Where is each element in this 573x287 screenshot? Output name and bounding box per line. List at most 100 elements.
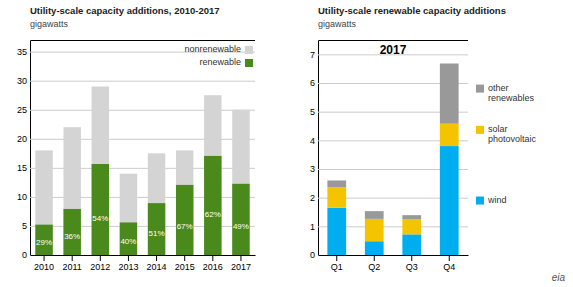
plot-area — [327, 64, 458, 255]
bar — [120, 222, 137, 255]
x-tick-mark — [100, 255, 101, 261]
y-tick-label: 0 — [310, 250, 315, 260]
bar — [120, 174, 137, 255]
bar-segment — [440, 146, 459, 255]
x-tick: 2015 — [175, 255, 195, 272]
x-tick-mark — [212, 255, 213, 261]
y-tick-label: 20 — [17, 134, 27, 144]
x-tick-label: Q2 — [368, 262, 380, 272]
y-axis: 01234567 — [310, 41, 468, 261]
grid-line — [30, 81, 255, 82]
x-tick-mark — [374, 255, 375, 261]
legend-swatch — [476, 197, 484, 205]
x-tick: 2014 — [147, 255, 167, 272]
subtitle: gigawatts — [30, 19, 69, 29]
bar — [92, 86, 109, 255]
subtitle: gigawatts — [318, 19, 357, 29]
x-tick-mark — [128, 255, 129, 261]
y-tick-label: 6 — [310, 78, 315, 88]
bar — [176, 150, 193, 255]
y-tick-label: 2 — [310, 193, 315, 203]
legend-item: nonrenewable — [184, 44, 253, 54]
y-tick-label: 1 — [310, 222, 315, 232]
bar-segment — [440, 64, 459, 124]
x-tick: 2017 — [231, 255, 251, 272]
bar — [176, 185, 193, 255]
legend-label-line: solar — [488, 124, 510, 134]
share-label: 40% — [120, 237, 136, 246]
legend-label: nonrenewable — [184, 44, 241, 54]
y-tick: 30 — [17, 76, 255, 86]
panel: Utility-scale renewable capacity additio… — [310, 5, 537, 272]
legend-swatch — [476, 85, 484, 93]
x-tick-mark — [240, 255, 241, 261]
title: Utility-scale renewable capacity additio… — [318, 5, 506, 16]
x-tick-mark — [156, 255, 157, 261]
chart-root: Utility-scale capacity additions, 2010-2… — [0, 0, 573, 287]
bar — [35, 150, 52, 255]
x-tick-mark — [44, 255, 45, 261]
legend-label-line: photovoltaic — [488, 134, 537, 144]
y-tick-label: 5 — [310, 107, 315, 117]
legend-item: wind — [476, 195, 507, 205]
x-tick-label: 2010 — [34, 262, 54, 272]
y-tick-label: 30 — [17, 76, 27, 86]
grid-line — [318, 255, 468, 256]
bar — [232, 184, 249, 255]
bar — [92, 164, 109, 255]
bar — [148, 203, 165, 255]
legend-label-line: wind — [487, 195, 507, 205]
x-tick-label: 2012 — [90, 262, 110, 272]
x-tick: Q2 — [368, 255, 380, 272]
x-tick-label: 2017 — [231, 262, 251, 272]
x-tick-label: 2016 — [203, 262, 223, 272]
bar — [63, 209, 80, 255]
y-axis-line — [31, 41, 256, 256]
share-label: 29% — [36, 238, 52, 247]
legend-swatch — [245, 46, 253, 54]
bar-segment — [327, 208, 346, 255]
x-tick: 2010 — [34, 255, 54, 272]
bar-segment — [365, 219, 384, 241]
x-tick-mark — [449, 255, 450, 261]
legend-label-line: renewables — [488, 93, 535, 103]
y-tick-label: 10 — [17, 192, 27, 202]
legend-swatch — [245, 59, 253, 67]
x-tick-label: 2011 — [63, 262, 82, 272]
annotation: 2017 — [380, 43, 407, 57]
share-label: 62% — [205, 210, 221, 219]
x-tick-label: 2013 — [118, 262, 138, 272]
share-label: 54% — [92, 214, 108, 223]
x-tick: 2011 — [63, 255, 82, 272]
x-tick-label: 2015 — [175, 262, 195, 272]
x-tick-mark — [184, 255, 185, 261]
y-tick-label: 5 — [22, 221, 27, 231]
y-tick-label: 15 — [17, 163, 27, 173]
y-axis: 05101520253035 — [17, 41, 255, 261]
x-tick-label: Q1 — [331, 262, 343, 272]
panel: Utility-scale capacity additions, 2010-2… — [17, 5, 256, 272]
y-axis-line — [319, 41, 469, 256]
bar-segment — [402, 219, 421, 234]
legend-label-line: other — [488, 83, 511, 93]
title: Utility-scale capacity additions, 2010-2… — [30, 5, 220, 16]
x-tick-label: 2014 — [147, 262, 167, 272]
legend-label: wind — [487, 195, 507, 205]
bar-segment — [365, 241, 384, 255]
logo-text: eia — [552, 272, 566, 283]
bar — [63, 127, 80, 255]
bar-segment — [402, 234, 421, 255]
legend-label: renewable — [199, 57, 241, 67]
x-axis: Q1 Q2 Q3 Q4 — [319, 255, 469, 272]
bar — [148, 153, 165, 255]
x-tick-label: Q3 — [406, 262, 418, 272]
x-tick: Q4 — [443, 255, 455, 272]
x-tick: 2013 — [118, 255, 138, 272]
y-tick-label: 35 — [17, 47, 27, 57]
plot-area — [35, 86, 249, 255]
x-axis-line — [319, 255, 469, 256]
y-tick-label: 3 — [310, 164, 315, 174]
y-tick-label: 0 — [22, 250, 27, 260]
bar-segment — [402, 215, 421, 219]
legend-swatch — [476, 126, 484, 134]
